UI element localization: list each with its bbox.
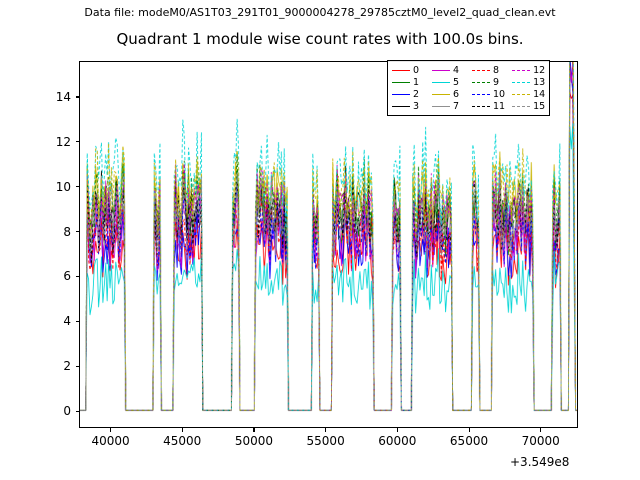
legend-entry-3: 3	[392, 100, 425, 112]
y-tick-label: 6	[63, 269, 71, 284]
legend-entry-8: 8	[472, 64, 505, 76]
x-tick-label: 60000	[378, 434, 417, 448]
x-tick-label: 55000	[306, 434, 345, 448]
x-tick-label: 70000	[521, 434, 560, 448]
y-tick-mark	[75, 141, 79, 143]
x-tick-mark	[396, 428, 398, 432]
x-tick-mark	[540, 428, 542, 432]
legend-line-swatch	[392, 67, 410, 74]
legend-label: 6	[453, 88, 460, 100]
y-tick-label: 2	[63, 359, 71, 374]
legend-entry-7: 7	[432, 100, 465, 112]
legend-label: 2	[413, 88, 420, 100]
y-tick-label: 0	[63, 404, 71, 419]
y-tick-mark	[75, 410, 79, 412]
legend-entry-14: 14	[512, 88, 545, 100]
x-tick-label: 45000	[163, 434, 202, 448]
legend-entry-1: 1	[392, 76, 425, 88]
legend-entry-9: 9	[472, 76, 505, 88]
x-axis-offset-label: +3.549e8	[510, 455, 570, 469]
legend-line-swatch	[432, 67, 450, 74]
x-tick-label: 40000	[91, 434, 130, 448]
legend-entry-10: 10	[472, 88, 505, 100]
legend-label: 3	[413, 100, 420, 112]
x-tick-mark	[325, 428, 327, 432]
legend-line-swatch	[392, 103, 410, 110]
y-tick-label: 4	[63, 314, 71, 329]
legend-label: 13	[533, 76, 546, 88]
legend-line-swatch	[512, 103, 531, 110]
y-tick-mark	[75, 320, 79, 322]
legend-grid: 0 4 8 12 1 5 9 13 2 6 10 14 3 7 11 15	[392, 64, 545, 112]
legend-entry-2: 2	[392, 88, 425, 100]
y-tick-label: 12	[55, 134, 71, 149]
legend-line-swatch	[472, 91, 490, 98]
x-tick-label: 65000	[449, 434, 489, 448]
legend-label: 14	[533, 88, 546, 100]
legend-entry-12: 12	[512, 64, 545, 76]
legend-label: 5	[453, 76, 460, 88]
legend-line-swatch	[512, 67, 531, 74]
legend-label: 7	[453, 100, 460, 112]
legend-line-swatch	[392, 91, 410, 98]
legend-entry-6: 6	[432, 88, 465, 100]
legend: 0 4 8 12 1 5 9 13 2 6 10 14 3 7 11 15	[387, 60, 551, 116]
legend-label: 11	[493, 100, 506, 112]
legend-line-swatch	[472, 79, 490, 86]
legend-entry-4: 4	[432, 64, 465, 76]
x-tick-mark	[253, 428, 255, 432]
page-title: Quadrant 1 module wise count rates with …	[116, 30, 524, 48]
legend-entry-11: 11	[472, 100, 505, 112]
x-tick-mark	[468, 428, 470, 432]
legend-line-swatch	[392, 79, 410, 86]
legend-label: 12	[533, 64, 546, 76]
legend-entry-5: 5	[432, 76, 465, 88]
legend-line-swatch	[432, 79, 450, 86]
legend-label: 15	[533, 100, 546, 112]
legend-line-swatch	[512, 79, 531, 86]
y-tick-label: 8	[63, 224, 71, 239]
data-file-label: Data file: modeM0/AS1T03_291T01_90000042…	[84, 6, 556, 19]
y-tick-label: 14	[55, 89, 71, 104]
y-tick-mark	[75, 186, 79, 188]
y-tick-mark	[75, 275, 79, 278]
legend-entry-15: 15	[512, 100, 545, 112]
y-tick-label: 10	[55, 179, 71, 194]
light-curve-canvas	[80, 62, 577, 427]
legend-label: 4	[453, 64, 460, 76]
y-tick-mark	[75, 96, 79, 98]
y-tick-mark	[75, 365, 79, 367]
legend-entry-0: 0	[392, 64, 425, 76]
x-tick-label: 50000	[234, 434, 274, 448]
legend-label: 9	[493, 76, 500, 88]
legend-line-swatch	[472, 103, 490, 110]
legend-label: 0	[413, 64, 420, 76]
legend-label: 10	[493, 88, 506, 100]
y-tick-mark	[75, 231, 79, 233]
legend-line-swatch	[512, 91, 531, 98]
legend-entry-13: 13	[512, 76, 545, 88]
legend-line-swatch	[432, 103, 450, 110]
legend-label: 8	[493, 64, 500, 76]
x-tick-mark	[181, 428, 183, 432]
x-tick-mark	[110, 428, 112, 432]
plot-axes	[79, 61, 578, 428]
legend-line-swatch	[432, 91, 450, 98]
legend-label: 1	[413, 76, 420, 88]
legend-line-swatch	[472, 67, 490, 74]
